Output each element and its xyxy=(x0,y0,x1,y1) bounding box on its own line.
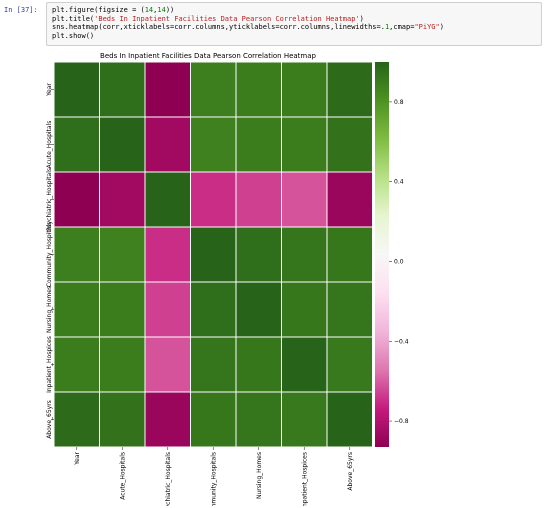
code-token: ) xyxy=(439,23,444,31)
x-tick-label: Above_65yrs xyxy=(347,452,354,491)
x-tick-labels: Year Acute_Hospitals Psychiatric_Hospitals… xyxy=(74,447,354,508)
y-tick-label: Inpatient_Hospices xyxy=(46,336,53,393)
heatmap-cell xyxy=(53,171,100,228)
heatmap-cell xyxy=(144,226,191,283)
heatmap-cell xyxy=(326,116,373,173)
heatmap-cell xyxy=(144,336,191,393)
colorbar-tick-label: 0.4 xyxy=(394,179,404,186)
heatmap-cell xyxy=(99,171,146,228)
chart-title: Beds In Inpatient Facilities Data Pearso… xyxy=(100,52,317,60)
heatmap-cell xyxy=(144,61,191,118)
colorbar-tick-label: −0.8 xyxy=(394,418,409,425)
code-token: 14 xyxy=(157,6,166,14)
x-tick-label: Psychiatric_Hospitals xyxy=(165,452,172,506)
heatmap-cell xyxy=(190,336,237,393)
heatmap-cell xyxy=(53,226,100,283)
code-line: plt.figure(figsize = (14,14)) xyxy=(52,6,536,15)
heatmap-cell xyxy=(326,281,373,338)
heatmap-cell xyxy=(190,226,237,283)
cell-output: Beds In Inpatient Facilities Data Pearso… xyxy=(46,46,542,508)
heatmap-cell xyxy=(99,116,146,173)
heatmap-cell xyxy=(235,281,282,338)
heatmap-cell xyxy=(235,61,282,118)
heatmap-cells xyxy=(53,61,373,448)
heatmap-cell xyxy=(144,391,191,448)
heatmap-cell xyxy=(99,226,146,283)
heatmap-cell xyxy=(235,336,282,393)
heatmap-cell xyxy=(235,171,282,228)
x-tick-label: Inpatient_Hospices xyxy=(301,452,308,506)
heatmap-cell xyxy=(53,336,100,393)
heatmap-cell xyxy=(235,226,282,283)
y-tick-label: Above_65yrs xyxy=(46,400,53,439)
y-tick-label: Year xyxy=(46,83,53,97)
heatmap-cell xyxy=(144,116,191,173)
heatmap-cell xyxy=(281,116,328,173)
cell-prompt: In [37]: xyxy=(4,6,38,14)
x-tick-label: Nursing_Homes xyxy=(256,452,263,499)
heatmap-cell xyxy=(144,171,191,228)
heatmap-cell xyxy=(99,61,146,118)
heatmap-cell xyxy=(53,391,100,448)
y-tick-label: Psychiatric_Hospitals xyxy=(46,168,53,231)
heatmap-cell xyxy=(99,281,146,338)
code-token: , xyxy=(153,6,158,14)
y-tick-label: Acute_Hospitals xyxy=(46,121,53,169)
colorbar-gradient xyxy=(375,62,389,447)
y-tick-label: Nursing_Homes xyxy=(46,286,53,333)
heatmap-cell xyxy=(53,61,100,118)
code-token: sns.heatmap(corr,xticklabels=corr.column… xyxy=(52,23,385,31)
code-token: "PiYG" xyxy=(414,23,440,31)
code-token: plt.title( xyxy=(52,14,95,23)
heatmap-cell xyxy=(326,226,373,283)
code-token: ,cmap= xyxy=(389,23,415,31)
heatmap-cell xyxy=(326,171,373,228)
code-line: plt.show() xyxy=(52,32,536,41)
heatmap-cell xyxy=(99,391,146,448)
colorbar-tick-label: 0.0 xyxy=(394,258,404,265)
heatmap-cell xyxy=(235,116,282,173)
colorbar: 0.8 0.4 0.0 −0.4 −0.8 xyxy=(375,62,409,447)
heatmap-cell xyxy=(53,116,100,173)
code-cell-editor[interactable]: plt.figure(figsize = (14,14)) plt.title('… xyxy=(46,2,542,46)
code-token: )) xyxy=(165,6,175,14)
heatmap-cell xyxy=(281,61,328,118)
heatmap-cell xyxy=(190,116,237,173)
heatmap-cell xyxy=(281,281,328,338)
heatmap-cell xyxy=(235,391,282,448)
code-token: 'Beds In Inpatient Facilities Data Pears… xyxy=(94,14,360,23)
code-token: 1 xyxy=(384,23,390,31)
x-tick-label: Community_Hospitals xyxy=(210,452,217,506)
code-token: 14 xyxy=(144,6,154,14)
colorbar-tick-label: 0.8 xyxy=(394,99,404,106)
heatmap-cell xyxy=(281,336,328,393)
heatmap-cell xyxy=(144,281,191,338)
x-tick-label: Year xyxy=(74,451,81,465)
heatmap-cell xyxy=(326,336,373,393)
code-line: sns.heatmap(corr,xticklabels=corr.column… xyxy=(52,23,536,32)
heatmap-cell xyxy=(326,61,373,118)
heatmap-cell xyxy=(190,391,237,448)
heatmap-cell xyxy=(281,226,328,283)
x-tick-label: Acute_Hospitals xyxy=(119,452,126,500)
heatmap-cell xyxy=(53,281,100,338)
colorbar-tick-label: −0.4 xyxy=(394,338,409,345)
code-token: plt.show() xyxy=(52,31,95,40)
heatmap-figure: Beds In Inpatient Facilities Data Pearso… xyxy=(46,52,409,508)
heatmap-cell xyxy=(281,171,328,228)
y-tick-label: Community_Hospitals xyxy=(46,222,53,287)
heatmap-cell xyxy=(190,171,237,228)
code-token: plt.figure(figsize = ( xyxy=(52,6,145,14)
heatmap-cell xyxy=(326,391,373,448)
heatmap-cell xyxy=(99,336,146,393)
code-line: plt.title('Beds In Inpatient Facilities … xyxy=(52,15,536,24)
heatmap-cell xyxy=(190,281,237,338)
heatmap-cell xyxy=(281,391,328,448)
code-token: ) xyxy=(359,14,364,23)
y-tick-labels: Year Acute_HospitalsPsychiatric_Hospitals… xyxy=(46,83,54,439)
heatmap-cell xyxy=(190,61,237,118)
